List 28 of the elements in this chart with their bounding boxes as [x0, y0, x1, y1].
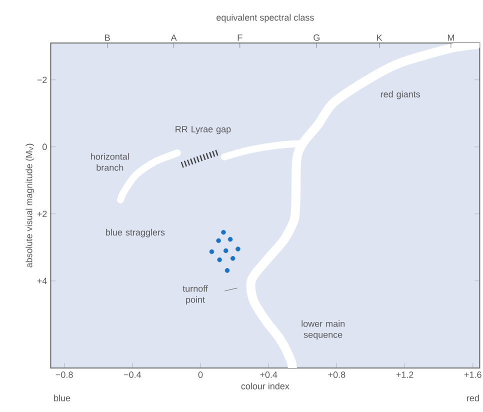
- annotation: blue stragglers: [106, 228, 165, 238]
- x-tick-label: +1.6: [464, 372, 482, 378]
- x-tick-label: −0.4: [124, 372, 142, 378]
- y-tick-label: +4: [37, 278, 47, 284]
- annotation: RR Lyrae gap: [176, 126, 231, 134]
- text: K: [377, 34, 382, 41]
- x2-axis-title: equivalent spectral class: [216, 14, 314, 22]
- x-tick-label: +1.2: [396, 372, 414, 378]
- text: B: [105, 34, 110, 41]
- text: blue: [54, 394, 70, 402]
- y-axis-title: absolute visual magnitude (M$_{V}$): [26, 144, 34, 268]
- x-tick-label: −0.8: [56, 372, 73, 378]
- x-tick-label: +0.8: [328, 372, 346, 378]
- x-tick-label: +0.4: [260, 372, 278, 378]
- x-tick-label: 0: [198, 372, 203, 378]
- text: F: [238, 34, 242, 41]
- y-tick-label: +2: [37, 210, 47, 218]
- annotation: horizontal branch: [91, 153, 129, 171]
- text: red: [467, 394, 479, 402]
- x-axis-title: colour index: [241, 382, 290, 390]
- text: M: [448, 34, 454, 41]
- y-tick-label: 0: [42, 144, 47, 150]
- annotation: lower main sequence: [302, 320, 345, 340]
- text: G: [314, 34, 320, 41]
- annotation: red giants: [380, 90, 420, 100]
- y-tick-label: −2: [37, 76, 47, 84]
- text: A: [170, 34, 177, 41]
- annotation: turnoff point: [182, 285, 208, 305]
